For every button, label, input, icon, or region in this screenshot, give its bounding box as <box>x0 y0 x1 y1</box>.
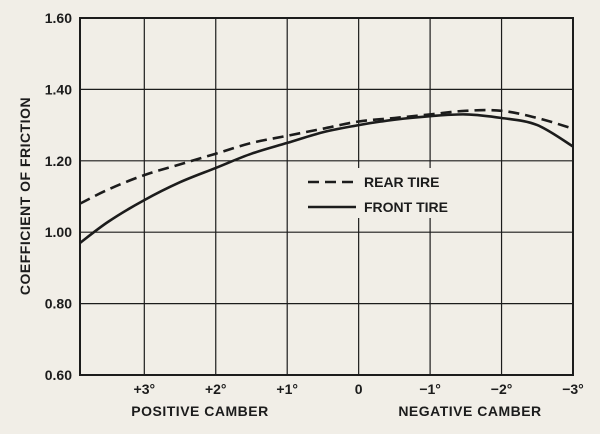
x-tick-label: −1° <box>419 381 441 397</box>
x-tick-label: +1° <box>276 381 298 397</box>
x-tick-label: 0 <box>355 381 363 397</box>
x-tick-label: +3° <box>134 381 156 397</box>
legend-label-front-tire: FRONT TIRE <box>364 199 448 215</box>
series-line-rear-tire <box>79 108 574 205</box>
y-tick-label: 1.00 <box>45 224 72 240</box>
series-line-front-tire <box>79 113 574 244</box>
y-tick-label: 0.60 <box>45 367 72 383</box>
x-tick-labels: +3° +2° +1° 0 −1° −2° −3° <box>134 381 584 397</box>
y-tick-label: 1.40 <box>45 81 72 97</box>
legend-background <box>300 168 468 218</box>
series-layer <box>79 108 574 244</box>
y-tick-label: 1.20 <box>45 153 72 169</box>
x-tick-label: +2° <box>205 381 227 397</box>
y-axis-title: COEFFICIENT OF FRICTION <box>17 97 33 295</box>
x-axis-title-positive: POSITIVE CAMBER <box>131 403 268 419</box>
y-tick-label: 0.80 <box>45 296 72 312</box>
legend: REAR TIRE FRONT TIRE <box>300 168 468 218</box>
x-tick-label: −2° <box>491 381 513 397</box>
legend-label-rear-tire: REAR TIRE <box>364 174 439 190</box>
y-tick-label: 1.60 <box>45 10 72 26</box>
y-tick-labels: 0.60 0.80 1.00 1.20 1.40 1.60 <box>45 10 72 383</box>
x-tick-label: −3° <box>562 381 584 397</box>
x-axis-title-negative: NEGATIVE CAMBER <box>398 403 541 419</box>
